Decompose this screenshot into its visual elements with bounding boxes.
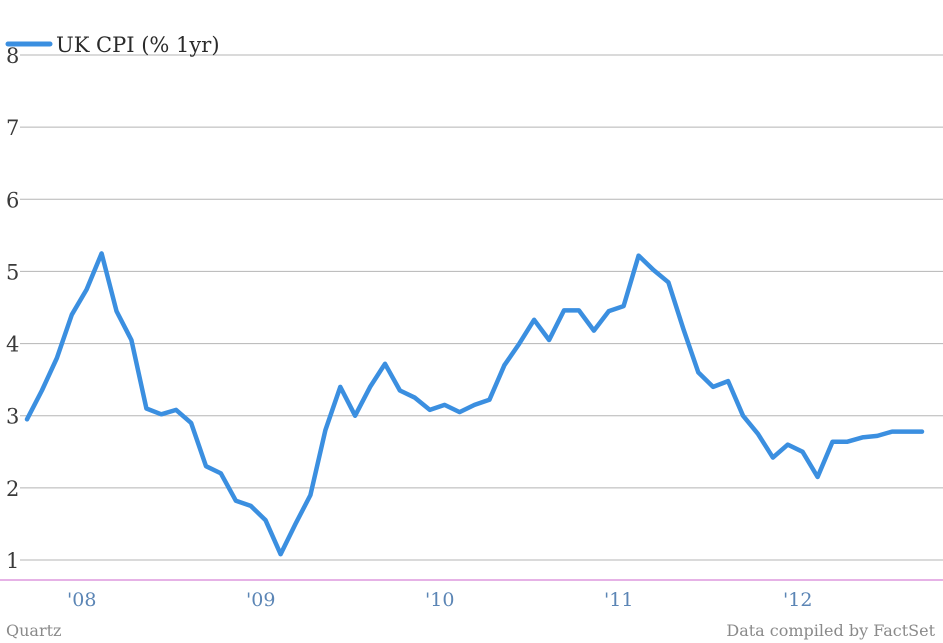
legend-label-uk-cpi: UK CPI (% 1yr) bbox=[56, 33, 220, 57]
chart-series bbox=[24, 251, 925, 557]
y-tick-label-8: 8 bbox=[6, 44, 19, 68]
y-axis-ticks: 1 2 3 4 5 6 7 8 bbox=[6, 44, 19, 573]
x-tick-label-2010: '10 bbox=[425, 589, 454, 611]
y-tick-label-2: 2 bbox=[6, 477, 19, 501]
footer-credit: Quartz bbox=[6, 621, 62, 640]
chart-gridlines bbox=[20, 54, 943, 561]
footer-source: Data compiled by FactSet bbox=[726, 621, 935, 640]
series-line-0 bbox=[24, 251, 925, 557]
y-tick-label-3: 3 bbox=[6, 405, 19, 429]
chart-legend[interactable]: UK CPI (% 1yr) bbox=[5, 33, 220, 57]
y-tick-label-5: 5 bbox=[6, 260, 19, 284]
x-tick-label-2009: '09 bbox=[246, 589, 275, 611]
x-axis-ticks: '08 '09 '10 '11 '12 bbox=[67, 589, 812, 611]
x-tick-label-2008: '08 bbox=[67, 589, 96, 611]
y-tick-label-7: 7 bbox=[6, 116, 19, 140]
y-tick-label-6: 6 bbox=[6, 188, 19, 212]
y-tick-label-1: 1 bbox=[6, 549, 19, 573]
y-tick-label-4: 4 bbox=[6, 333, 19, 357]
x-tick-label-2011: '11 bbox=[604, 589, 633, 611]
x-tick-label-2012: '12 bbox=[783, 589, 812, 611]
